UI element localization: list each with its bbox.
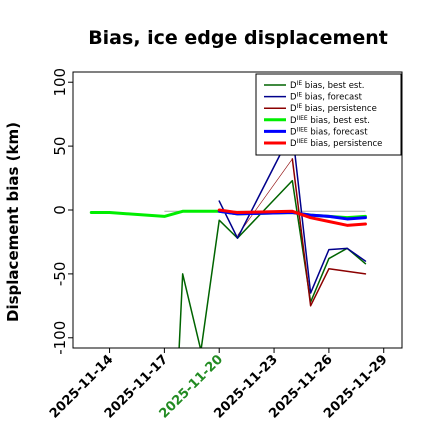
legend-label: DIE bias, best est. <box>290 80 364 91</box>
legend-label: DIIEE bias, best est. <box>290 115 370 126</box>
series-line-0 <box>178 179 367 348</box>
y-tick-label: 0 <box>51 205 69 215</box>
y-tick-label: -100 <box>51 321 69 355</box>
series-line-5 <box>217 208 367 227</box>
series-line-1 <box>218 130 367 294</box>
legend: DIE bias, best est.DIE bias, forecastDIE… <box>255 73 402 156</box>
connector-line-1 <box>237 158 293 236</box>
legend-label: DIIEE bias, forecast <box>290 126 368 137</box>
series-group <box>89 130 367 348</box>
y-axis-label: Displacement bias (km) <box>4 122 22 322</box>
series-line-2 <box>291 158 367 307</box>
y-tick-label: 100 <box>51 68 69 97</box>
y-tick-label: 50 <box>51 137 69 156</box>
y-tick-label: -50 <box>51 262 69 287</box>
legend-label: DIIEE bias, persistence <box>290 138 382 149</box>
legend-label: DIE bias, forecast <box>290 92 363 103</box>
chart-title: Bias, ice edge displacement <box>88 27 388 49</box>
legend-label: DIE bias, persistence <box>290 103 377 114</box>
